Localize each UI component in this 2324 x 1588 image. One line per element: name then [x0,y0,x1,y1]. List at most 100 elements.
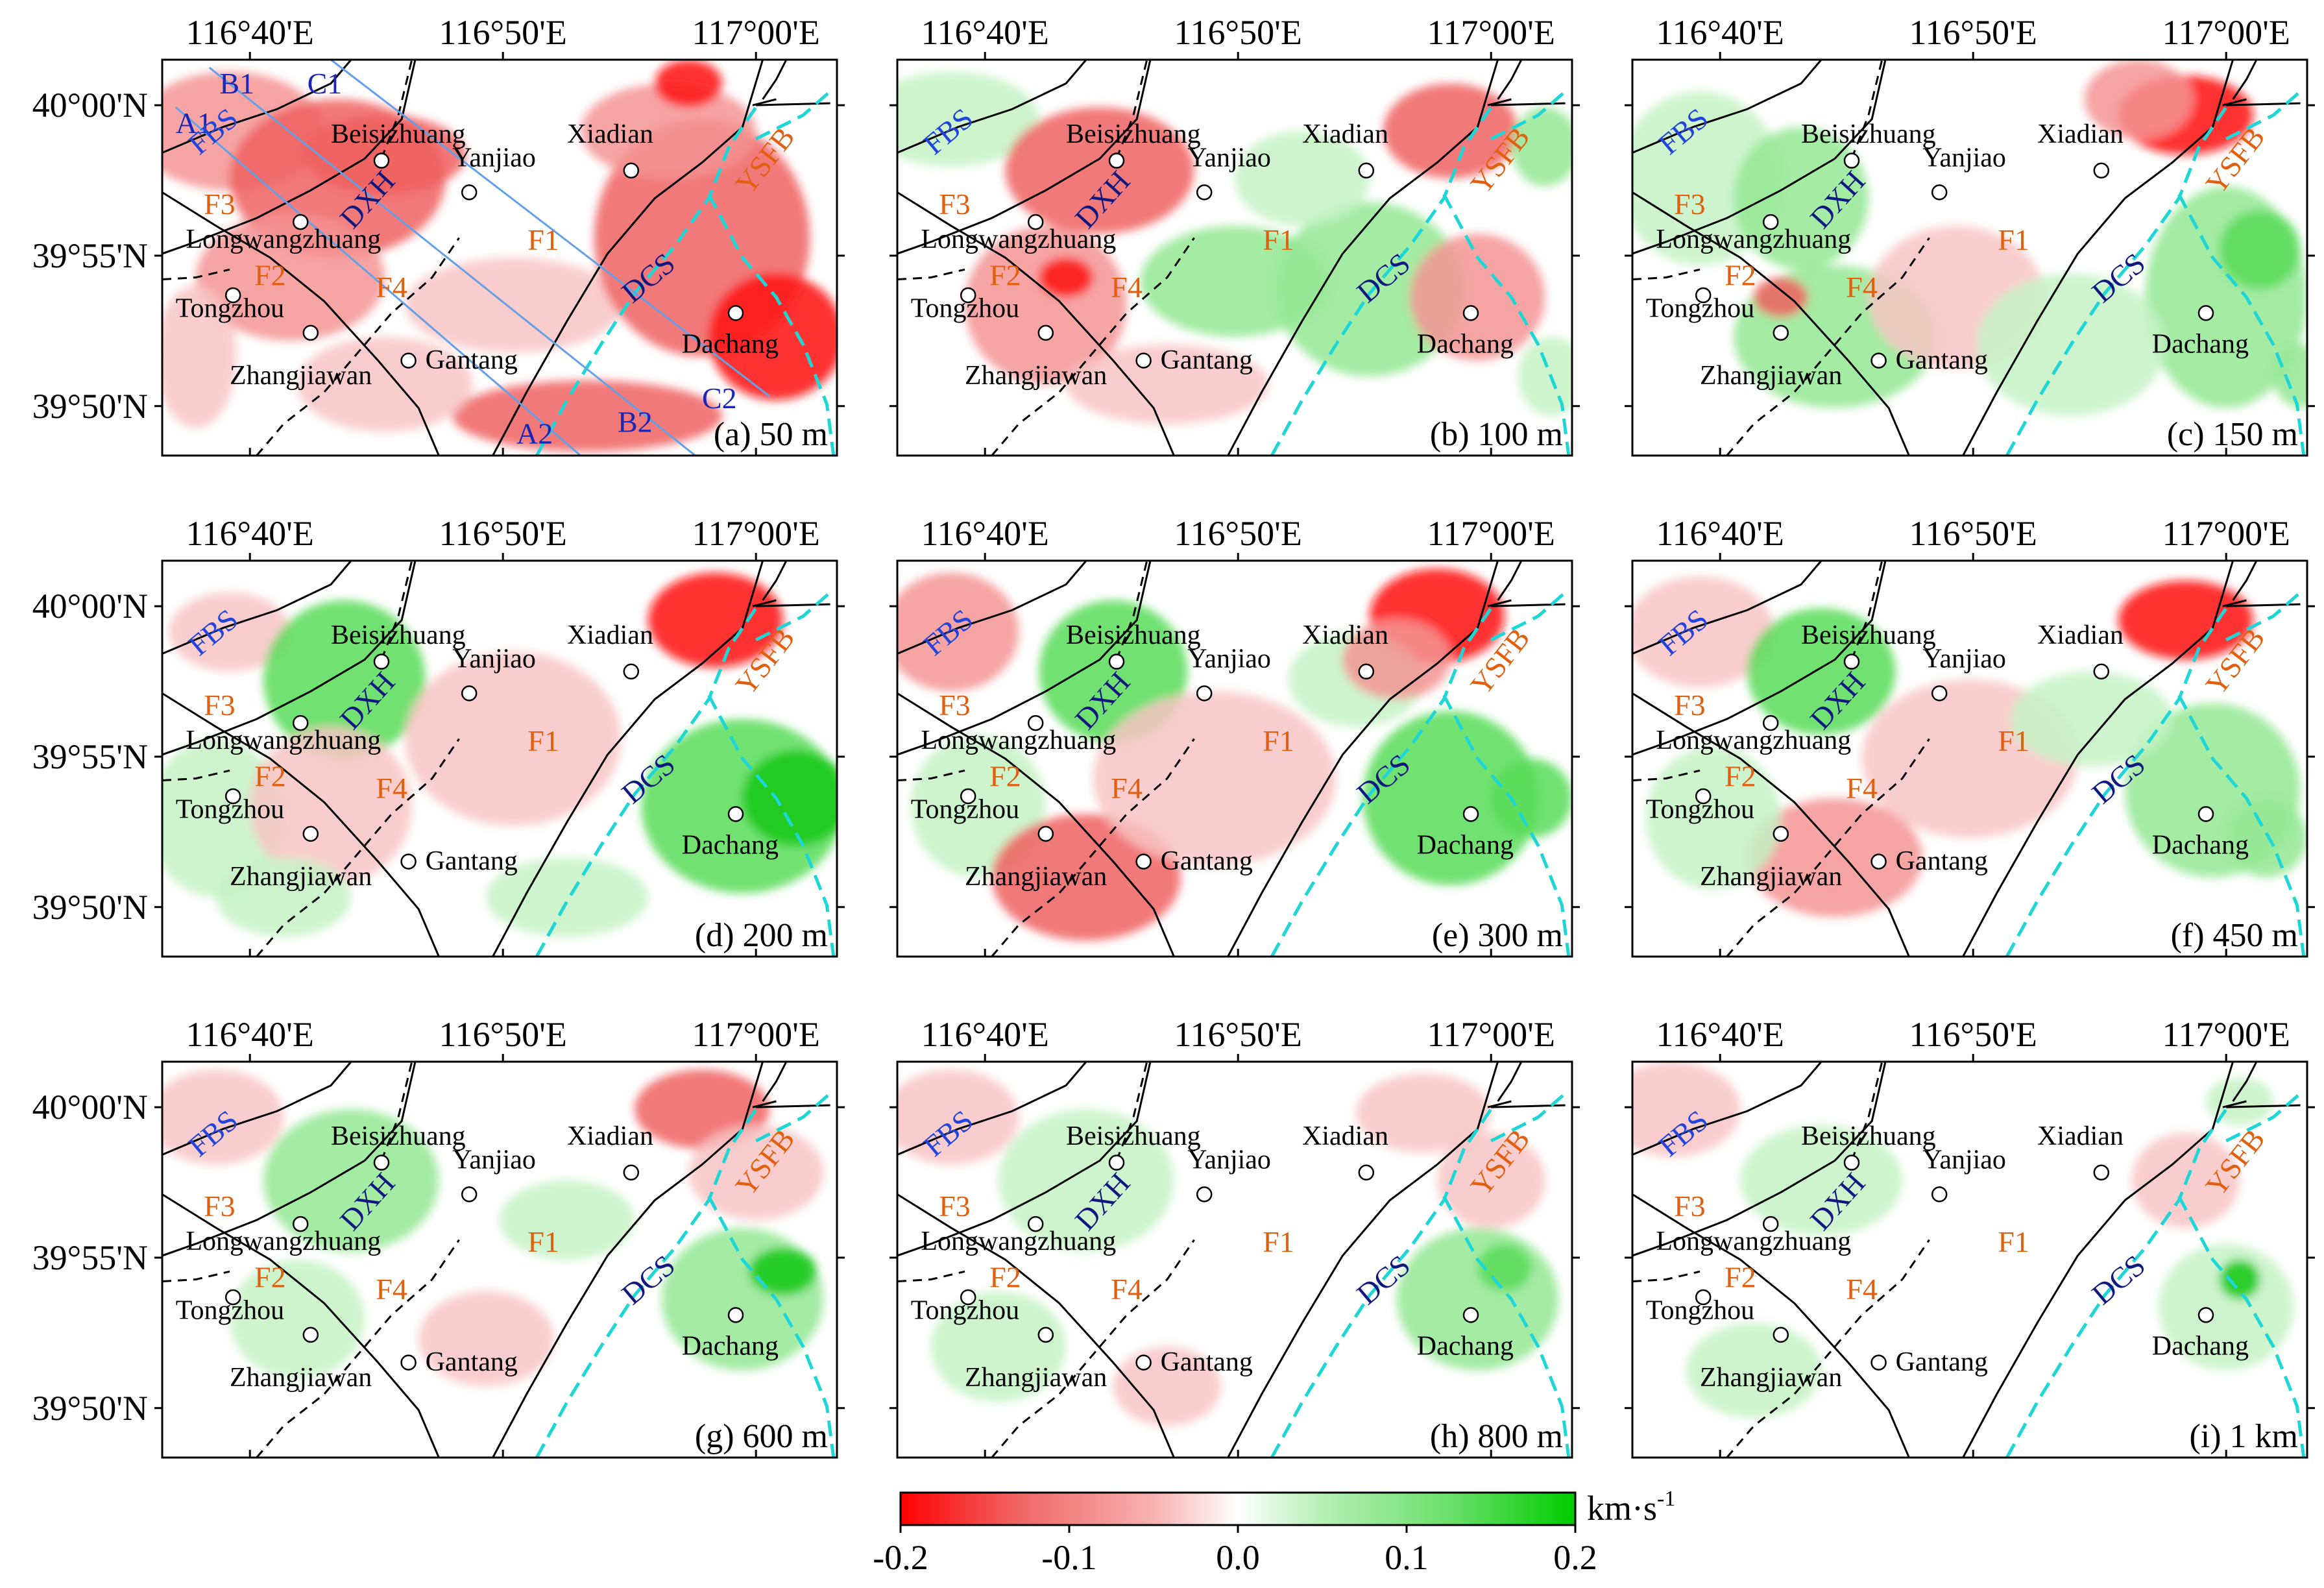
place-label-zhangjiawan: Zhangjiawan [230,1363,372,1393]
fault-label-f4: F4 [1846,1273,1878,1306]
fault-line [1497,1062,1523,1102]
map-panel-f: FBSDXHDCSYSFBF1F2F3F4BeisizhuangYanjiaoX… [1625,514,2315,958]
place-marker-beisizhuang [373,654,390,670]
map-frame [161,58,838,457]
place-label-gantang: Gantang [1161,345,1253,375]
place-marker-yanjiao [1931,685,1948,702]
fault-line [1497,561,1523,601]
depression-boundary-line [2177,694,2306,957]
depression-boundary-line [2225,591,2302,642]
fault-line [162,60,417,255]
velocity-anomaly-field [1632,60,2307,416]
anomaly-patch [1093,691,1336,866]
place-label-zhangjiawan: Zhangjiawan [230,361,372,391]
place-marker-yanjiao [1931,1186,1948,1203]
buried-fault-line [897,1270,965,1283]
place-label-dachang: Dachang [682,830,779,860]
y-tick-label: 39°55'N [32,236,148,275]
map-frame [1631,1060,2308,1459]
depression-boundary-line [2177,193,2306,456]
place-marker-xiadian [1358,663,1375,680]
depression-boundary-line [2005,1108,2228,1458]
place-marker-gantang [400,1354,417,1371]
map-panel-i: FBSDXHDCSYSFBF1F2F3F4BeisizhuangYanjiaoX… [1625,1015,2315,1459]
place-marker-dachang [1462,1307,1479,1323]
anomaly-patch [169,592,291,672]
place-marker-beisizhuang [1843,654,1860,670]
fault-label-f2: F2 [989,760,1021,793]
anomaly-patch [1356,1073,1492,1153]
anomaly-patch [999,1109,1174,1252]
x-tick-label: 116°40'E [186,1015,314,1054]
place-marker-beisizhuang [1843,153,1860,169]
place-label-zhangjiawan: Zhangjiawan [965,1363,1107,1393]
fault-line [897,60,1152,255]
place-label-tongzhou: Tongzhou [176,1296,284,1326]
fault-label-f4: F4 [1111,772,1143,805]
place-label-beisizhuang: Beisizhuang [331,119,466,149]
fault-label-f2: F2 [254,1261,286,1294]
place-label-longwangzhuang: Longwangzhuang [186,726,381,755]
depression-boundary-line [707,193,836,456]
buried-fault-line [1632,1270,1701,1283]
x-tick-label: 116°40'E [1656,1015,1784,1054]
depression-boundary-line [1270,607,1493,957]
fault-line [492,1062,764,1458]
fault-label-f2: F2 [1725,259,1756,292]
fault-label-f3: F3 [939,1190,971,1223]
fault-label-f1: F1 [527,1225,559,1258]
fault-line [752,98,777,106]
place-label-yanjiao: Yanjiao [452,143,536,173]
map-panel-b: FBSDXHDCSYSFBF1F2F3F4BeisizhuangYanjiaoX… [890,13,1580,457]
place-label-tongzhou: Tongzhou [911,795,1019,825]
place-marker-gantang [1135,1354,1152,1371]
place-label-longwangzhuang: Longwangzhuang [1656,1227,1851,1256]
colorbar-gradient [899,1491,1577,1526]
buried-fault-line [1115,561,1148,661]
place-marker-dachang [2197,806,2214,822]
place-marker-yanjiao [461,685,478,702]
anomaly-patch [230,1260,365,1378]
y-tick-label: 40°00'N [32,1088,148,1127]
place-label-zhangjiawan: Zhangjiawan [1700,361,1842,391]
place-label-longwangzhuang: Longwangzhuang [1656,225,1851,254]
fault-line [1632,1193,1910,1458]
panel-label-c: (c) 150 m [2167,416,2298,453]
fault-label-f1: F1 [1998,223,2029,256]
anomaly-patch [452,380,723,452]
fault-line [1632,1062,1822,1156]
fault-line [1962,1062,2234,1458]
x-tick-label: 117°00'E [1427,13,1555,52]
fault-line [1632,1062,1887,1257]
fault-line [162,191,440,456]
place-marker-xiadian [2093,1164,2110,1181]
fault-line [1487,1100,1512,1108]
fault-label-f2: F2 [254,760,286,793]
place-marker-gantang [1870,1354,1887,1371]
fault-line [1632,60,1887,255]
place-marker-zhangjiawan [302,1326,319,1343]
colorbar-tick-label: 0.2 [1553,1538,1597,1577]
buried-fault-line [162,1270,230,1283]
map-panel-h: FBSDXHDCSYSFBF1F2F3F4BeisizhuangYanjiaoX… [890,1015,1580,1459]
place-marker-yanjiao [1196,184,1213,201]
fault-line [162,561,352,655]
fault-line [897,1062,1152,1257]
fault-label-f1: F1 [527,223,559,256]
fault-label-f4: F4 [1111,1273,1143,1306]
anomaly-patch [250,727,412,886]
depression-boundary-line [1442,1195,1571,1458]
x-tick-label: 116°40'E [921,514,1049,553]
fault-line [1962,60,2234,456]
buried-fault-line [1632,769,1701,782]
place-marker-tongzhou [1695,287,1712,304]
place-marker-zhangjiawan [302,324,319,341]
depression-boundary-line [707,694,836,957]
fault-line [1487,599,1512,607]
place-marker-beisizhuang [1108,153,1125,169]
place-label-gantang: Gantang [426,846,518,876]
colorbar-tick-label: 0.0 [1216,1538,1260,1577]
buried-fault-line [897,268,965,281]
